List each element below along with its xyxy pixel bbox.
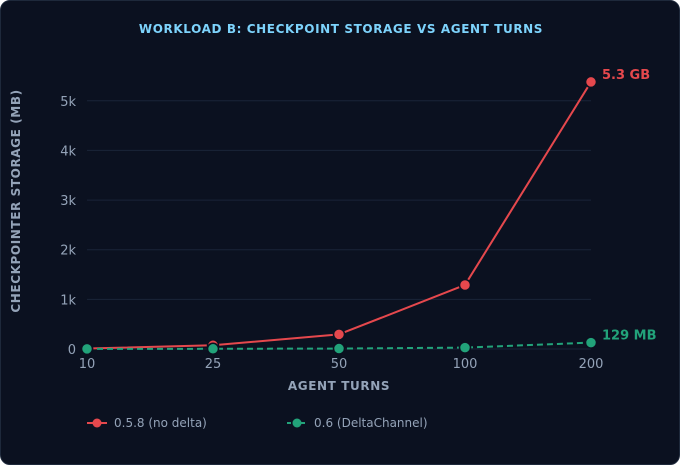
- grid-lines: [87, 100, 591, 350]
- data-point: [458, 278, 472, 292]
- series-end-label-1: 5.3 GB: [602, 68, 650, 83]
- data-point: [206, 342, 220, 356]
- x-tick-label: 200: [579, 357, 604, 372]
- data-point: [80, 342, 94, 356]
- x-tick-label: 25: [205, 357, 222, 372]
- legend-marker-2: [292, 418, 302, 428]
- y-tick-label: 0: [68, 343, 76, 358]
- x-tick-label: 50: [331, 357, 348, 372]
- chart-title: WORKLOAD B: CHECKPOINT STORAGE VS AGENT …: [139, 22, 543, 36]
- x-tick-label: 10: [79, 357, 96, 372]
- legend: 0.5.8 (no delta) 0.6 (DeltaChannel): [87, 416, 428, 430]
- x-axis-title: AGENT TURNS: [288, 379, 390, 393]
- x-tick-labels: 10 25 50 100 200: [79, 357, 604, 372]
- data-point: [584, 75, 598, 89]
- series-layer: 5.3 GB 129 MB: [80, 68, 657, 356]
- legend-marker-1: [92, 418, 102, 428]
- data-point: [458, 341, 472, 354]
- data-point: [584, 336, 598, 349]
- y-tick-label: 4k: [60, 144, 76, 159]
- y-tick-label: 2k: [60, 244, 76, 259]
- y-tick-label: 3k: [60, 194, 76, 209]
- y-tick-labels: 0 1k 2k 3k 4k 5k: [60, 95, 76, 358]
- legend-label-2: 0.6 (DeltaChannel): [314, 416, 428, 430]
- data-point: [332, 328, 346, 341]
- series-end-label-2: 129 MB: [602, 329, 657, 344]
- series-line-1: [86, 81, 592, 350]
- y-tick-label: 5k: [60, 95, 76, 110]
- data-point: [332, 342, 346, 355]
- y-axis-title: CHECKPOINTER STORAGE (MB): [9, 89, 23, 312]
- legend-label-1: 0.5.8 (no delta): [114, 416, 207, 430]
- x-tick-label: 100: [453, 357, 478, 372]
- y-tick-label: 1k: [60, 293, 76, 308]
